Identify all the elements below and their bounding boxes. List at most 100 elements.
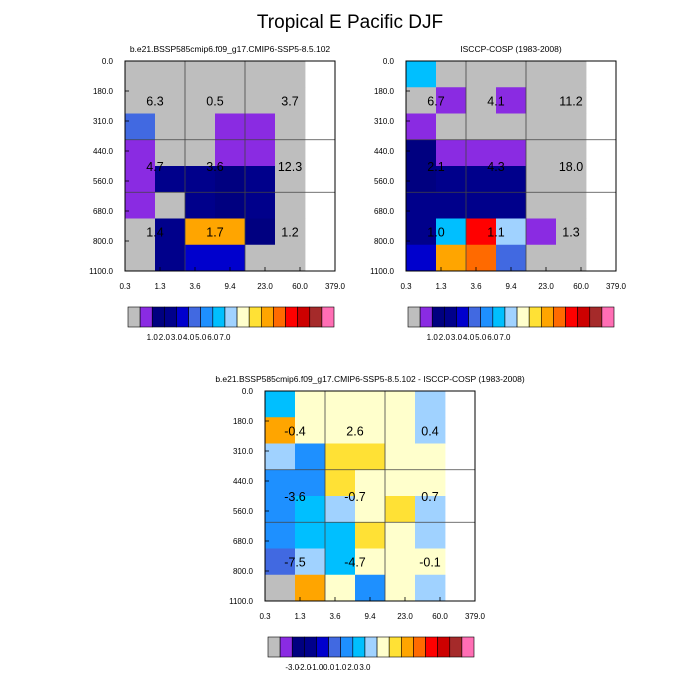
heatmap-cell (406, 244, 437, 272)
heatmap-cell (526, 139, 557, 167)
colorbar-swatch (388, 636, 402, 658)
value-label: 1.0 (427, 226, 444, 240)
x-tick-label: 60.0 (292, 282, 308, 291)
heatmap-cell (436, 113, 467, 141)
x-tick-label: 1.3 (154, 282, 166, 291)
heatmap-cell (295, 469, 326, 497)
heatmap-cell (245, 61, 276, 88)
heatmap-cell (275, 218, 306, 246)
y-tick-label: 180.0 (374, 87, 395, 96)
value-label: 1.2 (281, 226, 298, 240)
x-tick-label: 3.6 (329, 612, 341, 621)
heatmap-cell (185, 244, 216, 272)
heatmap-cell (466, 244, 497, 272)
colorbar-tick-label: 7.0 (219, 333, 231, 342)
heatmap-cell (265, 391, 296, 418)
x-tick-label: 60.0 (432, 612, 448, 621)
heatmap-cell (385, 443, 416, 471)
colorbar-swatch (528, 306, 542, 328)
heatmap-cell (245, 139, 276, 167)
colorbar-swatch (504, 306, 518, 328)
value-label: 1.7 (206, 226, 223, 240)
colorbar-swatch (188, 306, 202, 328)
value-label: 2.6 (346, 424, 363, 438)
heatmap-cell (125, 244, 156, 272)
colorbar-tick-label: 4.0 (463, 333, 475, 342)
heatmap-cell (275, 61, 306, 88)
heatmap-cell (155, 139, 186, 167)
heatmap-cell (496, 61, 527, 88)
heatmap-cell (556, 244, 587, 272)
heatmap-cell (185, 218, 216, 246)
colorbar-swatch (285, 306, 298, 328)
colorbar-swatch (468, 306, 482, 328)
heatmap-cell (466, 139, 497, 167)
y-tick-label: 310.0 (233, 447, 254, 456)
heatmap-cell (526, 218, 557, 246)
heatmap-cell (415, 469, 446, 497)
y-tick-label: 310.0 (93, 117, 114, 126)
heatmap-cell (325, 548, 356, 576)
y-tick-label: 0.0 (242, 387, 254, 396)
heatmap-cell (415, 391, 446, 418)
colorbar-swatch (200, 306, 214, 328)
heatmap-cell (215, 61, 246, 88)
panel-obs: ISCCP-COSP (1983-2008) 0.3 1.3 3.6 9.4 23.0 60… (370, 44, 626, 342)
panel-model: b.e21.BSSP585cmip6.f09_g17.CMIP6-SSP5-8.… (89, 44, 345, 342)
colorbar-swatch (407, 306, 421, 328)
colorbar-swatch (340, 636, 354, 658)
heatmap-cell (496, 192, 527, 219)
colorbar-swatch (139, 306, 153, 328)
heatmap-cell (295, 391, 326, 418)
x-tick-label: 9.4 (364, 612, 376, 621)
y-tick-label: 680.0 (233, 537, 254, 546)
heatmap-cell (556, 139, 587, 167)
y-tick-label: 0.0 (102, 57, 114, 66)
heatmap-cell (385, 417, 416, 444)
value-label: -0.1 (419, 556, 441, 570)
heatmap-cell (406, 139, 437, 167)
value-label: 4.7 (146, 160, 163, 174)
heatmap-cell (436, 139, 467, 167)
heatmap-cell (355, 548, 386, 576)
value-label: 3.7 (281, 94, 298, 108)
heatmap-cell (295, 443, 326, 471)
heatmap-cell (275, 139, 306, 167)
value-label: 4.1 (487, 94, 504, 108)
heatmap-cell (295, 574, 326, 602)
heatmap-cell (275, 192, 306, 219)
colorbar-swatch (376, 636, 390, 658)
heatmap-cell (556, 166, 587, 193)
colorbar-swatch (461, 636, 475, 658)
heatmap-cell (496, 166, 527, 193)
colorbar-swatch (304, 636, 317, 658)
heatmap-cell (526, 244, 557, 272)
colorbar-swatch (151, 306, 165, 328)
colorbar-tick-label: 4.0 (183, 333, 195, 342)
value-label: 6.7 (427, 94, 444, 108)
colorbar-tick-label: 6.0 (207, 333, 219, 342)
x-tick-label: 3.6 (189, 282, 201, 291)
colorbar-swatch (236, 306, 250, 328)
heatmap-cell (496, 218, 527, 246)
y-tick-label: 440.0 (93, 147, 114, 156)
y-tick-label: 680.0 (93, 207, 114, 216)
heatmap-cell (265, 443, 296, 471)
colorbar-swatch (176, 306, 189, 328)
colorbar-swatch (224, 306, 238, 328)
y-tick-label: 180.0 (93, 87, 114, 96)
heatmap-cell (245, 218, 276, 246)
heatmap-cell (125, 87, 156, 114)
heatmap-cell (415, 574, 446, 602)
x-tick-label: 0.3 (259, 612, 271, 621)
heatmap-cell (385, 548, 416, 576)
colorbar-tick-label: 6.0 (487, 333, 499, 342)
colorbar-swatch (492, 306, 506, 328)
colorbar-swatch (480, 306, 494, 328)
heatmap-cell (275, 113, 306, 141)
colorbar-swatch (577, 306, 591, 328)
colorbar-swatch (364, 636, 378, 658)
heatmap-cell (526, 87, 557, 114)
heatmap-cell (155, 87, 186, 114)
colorbar-swatch (248, 306, 262, 328)
